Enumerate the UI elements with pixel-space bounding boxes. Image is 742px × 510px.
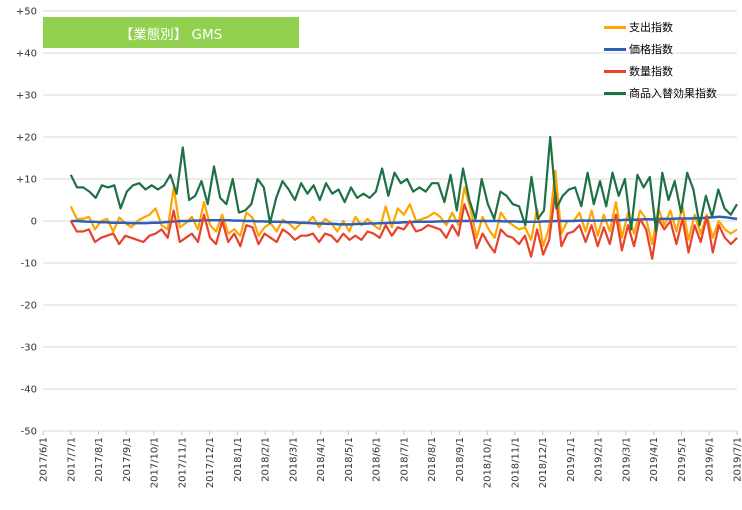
x-tick-label: 2019/3/1 — [621, 437, 632, 482]
x-tick-label: 2018/1/1 — [233, 437, 244, 482]
x-tick-label: 2018/2/1 — [261, 437, 272, 482]
x-tick-label: 2018/3/1 — [288, 437, 299, 482]
x-tick-label: 2017/10/1 — [150, 437, 161, 488]
y-tick-label: +40 — [16, 49, 37, 60]
legend-label-replacement: 商品入替効果指数 — [629, 87, 717, 100]
y-tick-label: -40 — [21, 385, 37, 396]
x-tick-label: 2018/4/1 — [316, 437, 327, 482]
x-tick-label: 2018/6/1 — [372, 437, 383, 482]
x-tick-label: 2019/1/1 — [566, 437, 577, 482]
x-tick-label: 2017/8/1 — [94, 437, 105, 482]
x-tick-label: 2018/12/1 — [538, 437, 549, 488]
y-tick-label: 0 — [31, 217, 37, 228]
series-line-1 — [70, 215, 738, 226]
x-tick-label: 2017/9/1 — [122, 437, 133, 482]
x-tick-label: 2017/12/1 — [205, 437, 216, 488]
legend-label-spending: 支出指数 — [629, 21, 673, 34]
x-tick-label: 2017/11/1 — [177, 437, 188, 488]
legend-label-price: 価格指数 — [629, 43, 673, 56]
series-line-2 — [69, 190, 738, 260]
y-tick-label: -50 — [21, 427, 37, 438]
x-tick-label: 2019/4/1 — [649, 437, 660, 482]
x-tick-label: 2018/9/1 — [455, 437, 466, 482]
chart-title-text: 【業態別】 GMS — [119, 26, 223, 43]
x-tick-label: 2019/6/1 — [705, 437, 716, 482]
x-tick-label: 2018/5/1 — [344, 437, 355, 482]
y-tick-label: +20 — [16, 133, 37, 144]
series-lines — [69, 135, 738, 260]
x-tick-label: 2017/7/1 — [66, 437, 77, 482]
x-tick-label: 2018/11/1 — [510, 437, 521, 488]
x-tick-label: 2019/7/1 — [733, 437, 742, 482]
series-line-0 — [69, 169, 738, 248]
series-line-3 — [69, 135, 738, 233]
y-tick-label: -10 — [21, 259, 37, 270]
x-tick-label: 2018/10/1 — [483, 437, 494, 488]
legend-label-quantity: 数量指数 — [629, 65, 673, 78]
legend-swatch-price — [604, 48, 626, 51]
x-tick-label: 2017/6/1 — [39, 437, 50, 482]
x-tick-label: 2018/7/1 — [399, 437, 410, 482]
legend-swatch-quantity — [604, 70, 626, 73]
x-tick-label: 2018/8/1 — [427, 437, 438, 482]
x-tick-label: 2019/5/1 — [677, 437, 688, 482]
x-axis-ticks: 2017/6/1 2017/7/1 2017/8/1 2017/9/1 2017/10/… — [39, 431, 742, 488]
y-tick-label: -20 — [21, 301, 37, 312]
legend-swatch-spending — [604, 26, 626, 29]
x-tick-label: 2019/2/1 — [594, 437, 605, 482]
y-tick-label: +50 — [16, 7, 37, 18]
y-axis-ticks: +50 +40 +30 +20 +10 0 -10 -20 -30 -40 -50 — [16, 7, 37, 438]
y-tick-label: +30 — [16, 91, 37, 102]
chart-title: 【業態別】 GMS — [43, 17, 299, 48]
y-tick-label: +10 — [16, 175, 37, 186]
y-tick-label: -30 — [21, 343, 37, 354]
legend-swatch-replacement — [604, 92, 626, 95]
